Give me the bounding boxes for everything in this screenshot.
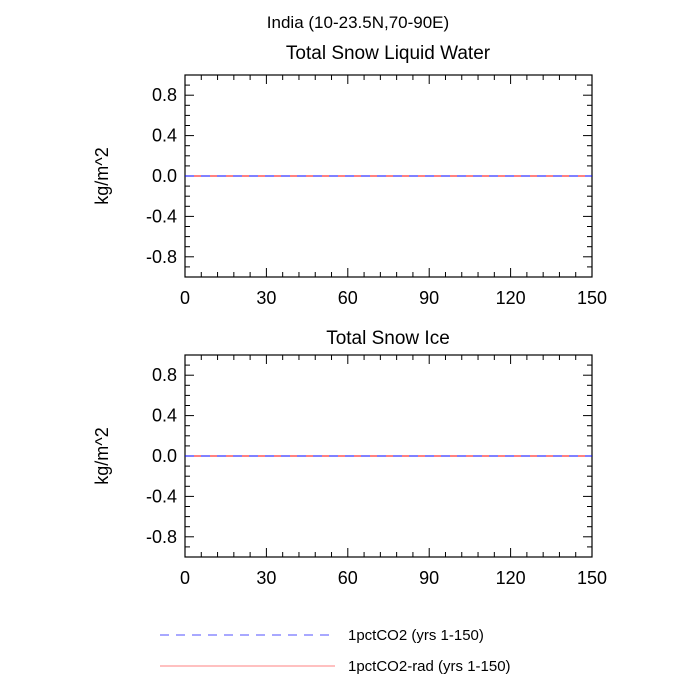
figure-suptitle: India (10-23.5N,70-90E) bbox=[267, 13, 449, 32]
y-tick-label: -0.4 bbox=[146, 206, 177, 226]
y-tick-label: -0.8 bbox=[146, 527, 177, 547]
tick-group: 0 30 60 90 120 150 -0.8 -0.4 0.0 0.4 0.8 bbox=[146, 355, 607, 588]
x-tick-label: 60 bbox=[338, 288, 358, 308]
x-tick-label: 150 bbox=[577, 288, 607, 308]
legend-item: 1pctCO2 (yrs 1-150) bbox=[160, 627, 484, 644]
legend: 1pctCO2 (yrs 1-150) 1pctCO2-rad (yrs 1-1… bbox=[160, 627, 511, 675]
panel-snow-liquid-water: Total Snow Liquid Water kg/m^2 0 30 60 90 12… bbox=[92, 43, 607, 308]
x-tick-label: 120 bbox=[496, 568, 526, 588]
x-tick-label: 90 bbox=[419, 288, 439, 308]
panel-title: Total Snow Ice bbox=[326, 328, 450, 349]
y-axis-label: kg/m^2 bbox=[92, 147, 112, 204]
x-tick-label: 0 bbox=[180, 568, 190, 588]
y-tick-label: 0.8 bbox=[152, 365, 177, 385]
x-tick-label: 120 bbox=[496, 288, 526, 308]
x-tick-label: 0 bbox=[180, 288, 190, 308]
y-axis-label: kg/m^2 bbox=[92, 427, 112, 484]
y-tick-label: 0.0 bbox=[152, 446, 177, 466]
x-tick-label: 30 bbox=[256, 568, 276, 588]
x-tick-label: 90 bbox=[419, 568, 439, 588]
x-tick-label: 150 bbox=[577, 568, 607, 588]
y-tick-label: 0.8 bbox=[152, 85, 177, 105]
x-tick-label: 30 bbox=[256, 288, 276, 308]
y-tick-label: 0.4 bbox=[152, 126, 177, 146]
y-tick-label: -0.4 bbox=[146, 486, 177, 506]
panel-title: Total Snow Liquid Water bbox=[286, 43, 491, 64]
x-tick-label: 60 bbox=[338, 568, 358, 588]
y-tick-label: 0.0 bbox=[152, 166, 177, 186]
legend-label: 1pctCO2-rad (yrs 1-150) bbox=[348, 658, 511, 675]
panel-snow-ice: Total Snow Ice kg/m^2 0 30 60 90 120 150 -0.8 -… bbox=[92, 328, 607, 588]
y-tick-label: -0.8 bbox=[146, 247, 177, 267]
y-tick-label: 0.4 bbox=[152, 406, 177, 426]
legend-item: 1pctCO2-rad (yrs 1-150) bbox=[160, 658, 511, 675]
legend-label: 1pctCO2 (yrs 1-150) bbox=[348, 627, 484, 644]
tick-group: 0 30 60 90 120 150 -0.8 -0.4 0.0 0.4 0.8 bbox=[146, 75, 607, 308]
